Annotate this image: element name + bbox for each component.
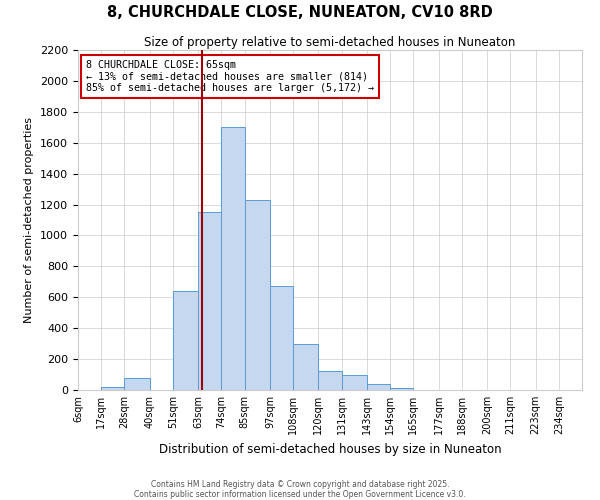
Text: 8 CHURCHDALE CLOSE: 65sqm
← 13% of semi-detached houses are smaller (814)
85% of: 8 CHURCHDALE CLOSE: 65sqm ← 13% of semi-… [86, 60, 374, 94]
Text: 8, CHURCHDALE CLOSE, NUNEATON, CV10 8RD: 8, CHURCHDALE CLOSE, NUNEATON, CV10 8RD [107, 5, 493, 20]
Bar [319, 370, 341, 390]
Bar [221, 128, 245, 390]
Bar [341, 376, 367, 390]
Bar [245, 200, 270, 390]
Text: Contains HM Land Registry data © Crown copyright and database right 2025.
Contai: Contains HM Land Registry data © Crown c… [134, 480, 466, 499]
Bar [124, 378, 149, 390]
Bar [293, 344, 319, 390]
Bar [198, 212, 221, 390]
Y-axis label: Number of semi-detached properties: Number of semi-detached properties [25, 117, 34, 323]
Bar [390, 388, 413, 390]
Title: Size of property relative to semi-detached houses in Nuneaton: Size of property relative to semi-detach… [145, 36, 515, 49]
Bar [270, 286, 293, 390]
Bar [101, 387, 124, 390]
Bar [173, 291, 198, 390]
Bar [367, 384, 390, 390]
X-axis label: Distribution of semi-detached houses by size in Nuneaton: Distribution of semi-detached houses by … [158, 442, 502, 456]
